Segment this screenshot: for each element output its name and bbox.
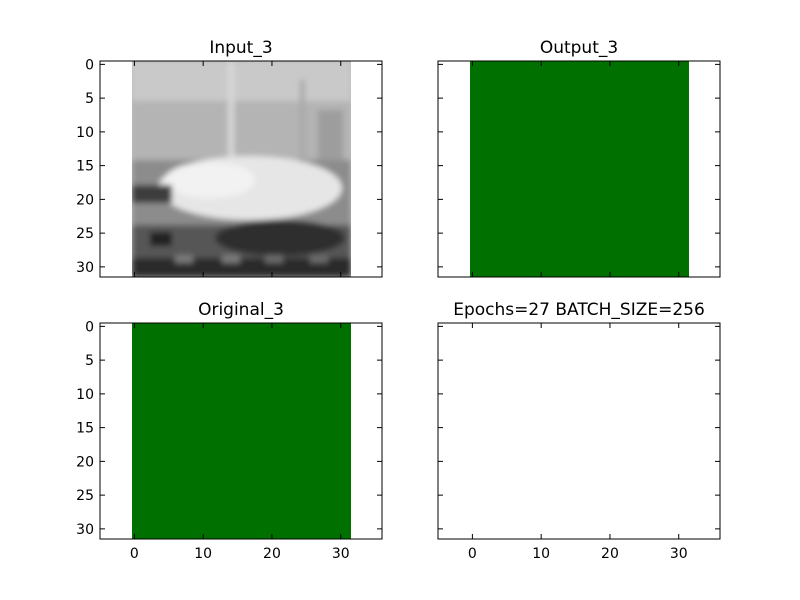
panel-title: Output_3: [540, 38, 618, 58]
y-tick-label: 25: [76, 226, 94, 242]
axes-frame: [437, 60, 721, 278]
input-image: [132, 61, 351, 277]
x-tick-label: 30: [670, 546, 688, 562]
x-tick-label: 10: [532, 546, 550, 562]
panel-input: Input_3: [99, 38, 383, 278]
y-tick-label: 15: [76, 159, 94, 175]
original-image: [132, 323, 351, 539]
y-tick-label: 25: [76, 488, 94, 504]
y-tick-label: 0: [85, 57, 94, 73]
y-tick-label: 5: [85, 353, 94, 369]
x-tick-label: 0: [130, 546, 139, 562]
x-tick-label: 20: [263, 546, 281, 562]
y-tick-label: 10: [76, 387, 94, 403]
y-tick-label: 10: [76, 125, 94, 141]
y-tick-label: 0: [85, 319, 94, 335]
x-tick-label: 20: [601, 546, 619, 562]
panel-title: Epochs=27 BATCH_SIZE=256: [453, 300, 705, 320]
axes-frame: [99, 322, 383, 540]
panel-output: Output_3: [437, 38, 721, 278]
panel-title: Original_3: [198, 300, 284, 320]
tick-layer: 0 5 10 15 20 25 30 0 10 20 30 0 5 10 15 20 25 30 0 10 20 30: [76, 57, 720, 562]
axes-frame: [437, 322, 721, 540]
panel-original: Original_3: [99, 300, 383, 540]
x-tick-label: 30: [332, 546, 350, 562]
y-tick-label: 30: [76, 522, 94, 538]
y-tick-label: 20: [76, 454, 94, 470]
y-tick-label: 20: [76, 192, 94, 208]
axes-frame: [99, 60, 383, 278]
panel-title: Input_3: [209, 38, 272, 58]
y-tick-label: 30: [76, 260, 94, 276]
panel-epochs: Epochs=27 BATCH_SIZE=256: [437, 300, 721, 540]
output-image: [470, 61, 689, 277]
y-tick-label: 15: [76, 421, 94, 437]
y-tick-label: 5: [85, 91, 94, 107]
x-tick-label: 0: [468, 546, 477, 562]
x-tick-label: 10: [194, 546, 212, 562]
